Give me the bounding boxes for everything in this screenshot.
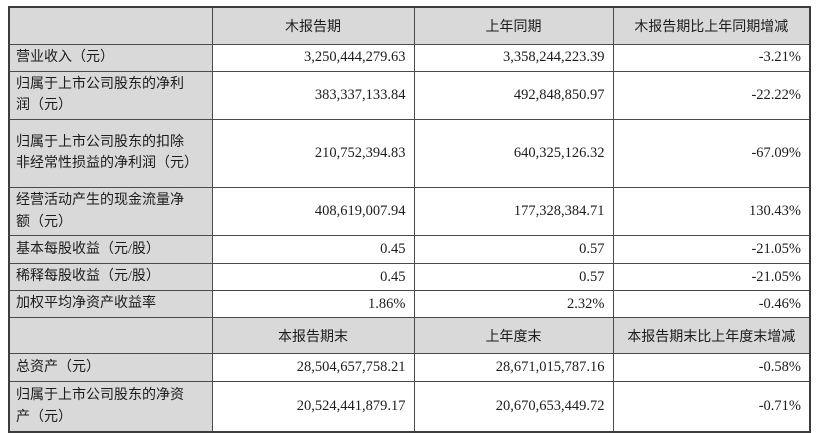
table-row-revenue: 营业收入（元） 3,250,444,279.63 3,358,244,223.3… — [8, 43, 811, 72]
cell-change: -3.21% — [612, 43, 811, 72]
row-label: 归属于上市公司股东的净资产（元） — [8, 381, 213, 433]
table-row-basic-eps: 基本每股收益（元/股） 0.45 0.57 -21.05% — [8, 235, 811, 265]
header-current-period: 木报告期 — [211, 6, 415, 45]
cell-change: 130.43% — [612, 186, 811, 237]
cell-current: 0.45 — [211, 235, 415, 265]
table-row-total-assets: 总资产（元） 28,504,657,758.21 28,671,015,787.… — [8, 353, 811, 383]
cell-change: -67.09% — [612, 118, 811, 188]
row-label: 加权平均净资产收益率 — [8, 290, 213, 319]
header-blank-cell — [8, 317, 213, 355]
row-label: 总资产（元） — [8, 353, 213, 383]
cell-prior: 0.57 — [413, 263, 614, 292]
row-label: 归属于上市公司股东的净利润（元） — [8, 70, 213, 120]
financial-summary: 木报告期 上年同期 木报告期比上年同期增减 营业收入（元） 3,250,444,… — [8, 6, 811, 433]
cell-current: 3,250,444,279.63 — [211, 43, 415, 72]
cell-prior: 492,848,850.97 — [413, 70, 614, 120]
cell-current: 383,337,133.84 — [211, 70, 415, 120]
row-label: 经营活动产生的现金流量净额（元） — [8, 186, 213, 237]
table-row-operating-cash-flow: 经营活动产生的现金流量净额（元） 408,619,007.94 177,328,… — [8, 186, 811, 237]
header-period-change: 木报告期比上年同期增减 — [612, 6, 811, 45]
cell-prior: 640,325,126.32 — [413, 118, 614, 188]
header-current-period-end: 本报告期末 — [211, 317, 415, 355]
row-label: 稀释每股收益（元/股） — [8, 263, 213, 292]
header-prior-year-end: 上年度末 — [413, 317, 614, 355]
row-label: 基本每股收益（元/股） — [8, 235, 213, 265]
cell-current: 408,619,007.94 — [211, 186, 415, 237]
table-row-net-profit: 归属于上市公司股东的净利润（元） 383,337,133.84 492,848,… — [8, 70, 811, 120]
row-label: 营业收入（元） — [8, 43, 213, 72]
cell-prior: 28,671,015,787.16 — [413, 353, 614, 383]
cell-current: 28,504,657,758.21 — [211, 353, 415, 383]
header-prior-period: 上年同期 — [413, 6, 614, 45]
header-period-end-change: 本报告期末比上年度末增减 — [612, 317, 811, 355]
row-label: 归属于上市公司股东的扣除非经常性损益的净利润（元） — [8, 118, 213, 188]
financial-summary-table: 木报告期 上年同期 木报告期比上年同期增减 营业收入（元） 3,250,444,… — [8, 6, 811, 433]
table-row-diluted-eps: 稀释每股收益（元/股） 0.45 0.57 -21.05% — [8, 263, 811, 292]
cell-change: -21.05% — [612, 263, 811, 292]
table-row-net-assets: 归属于上市公司股东的净资产（元） 20,524,441,879.17 20,67… — [8, 381, 811, 433]
cell-prior: 20,670,653,449.72 — [413, 381, 614, 433]
section1-header-row: 木报告期 上年同期 木报告期比上年同期增减 — [8, 6, 811, 45]
cell-prior: 0.57 — [413, 235, 614, 265]
table-row-net-profit-excl-nonrecurring: 归属于上市公司股东的扣除非经常性损益的净利润（元） 210,752,394.83… — [8, 118, 811, 188]
cell-current: 0.45 — [211, 263, 415, 292]
cell-change: -0.46% — [612, 290, 811, 319]
cell-change: -0.58% — [612, 353, 811, 383]
table-row-weighted-avg-roe: 加权平均净资产收益率 1.86% 2.32% -0.46% — [8, 290, 811, 319]
cell-change: -22.22% — [612, 70, 811, 120]
cell-current: 210,752,394.83 — [211, 118, 415, 188]
cell-current: 1.86% — [211, 290, 415, 319]
cell-change: -0.71% — [612, 381, 811, 433]
cell-prior: 177,328,384.71 — [413, 186, 614, 237]
header-blank-cell — [8, 6, 213, 45]
cell-change: -21.05% — [612, 235, 811, 265]
cell-current: 20,524,441,879.17 — [211, 381, 415, 433]
section2-header-row: 本报告期末 上年度末 本报告期末比上年度末增减 — [8, 317, 811, 355]
cell-prior: 3,358,244,223.39 — [413, 43, 614, 72]
cell-prior: 2.32% — [413, 290, 614, 319]
